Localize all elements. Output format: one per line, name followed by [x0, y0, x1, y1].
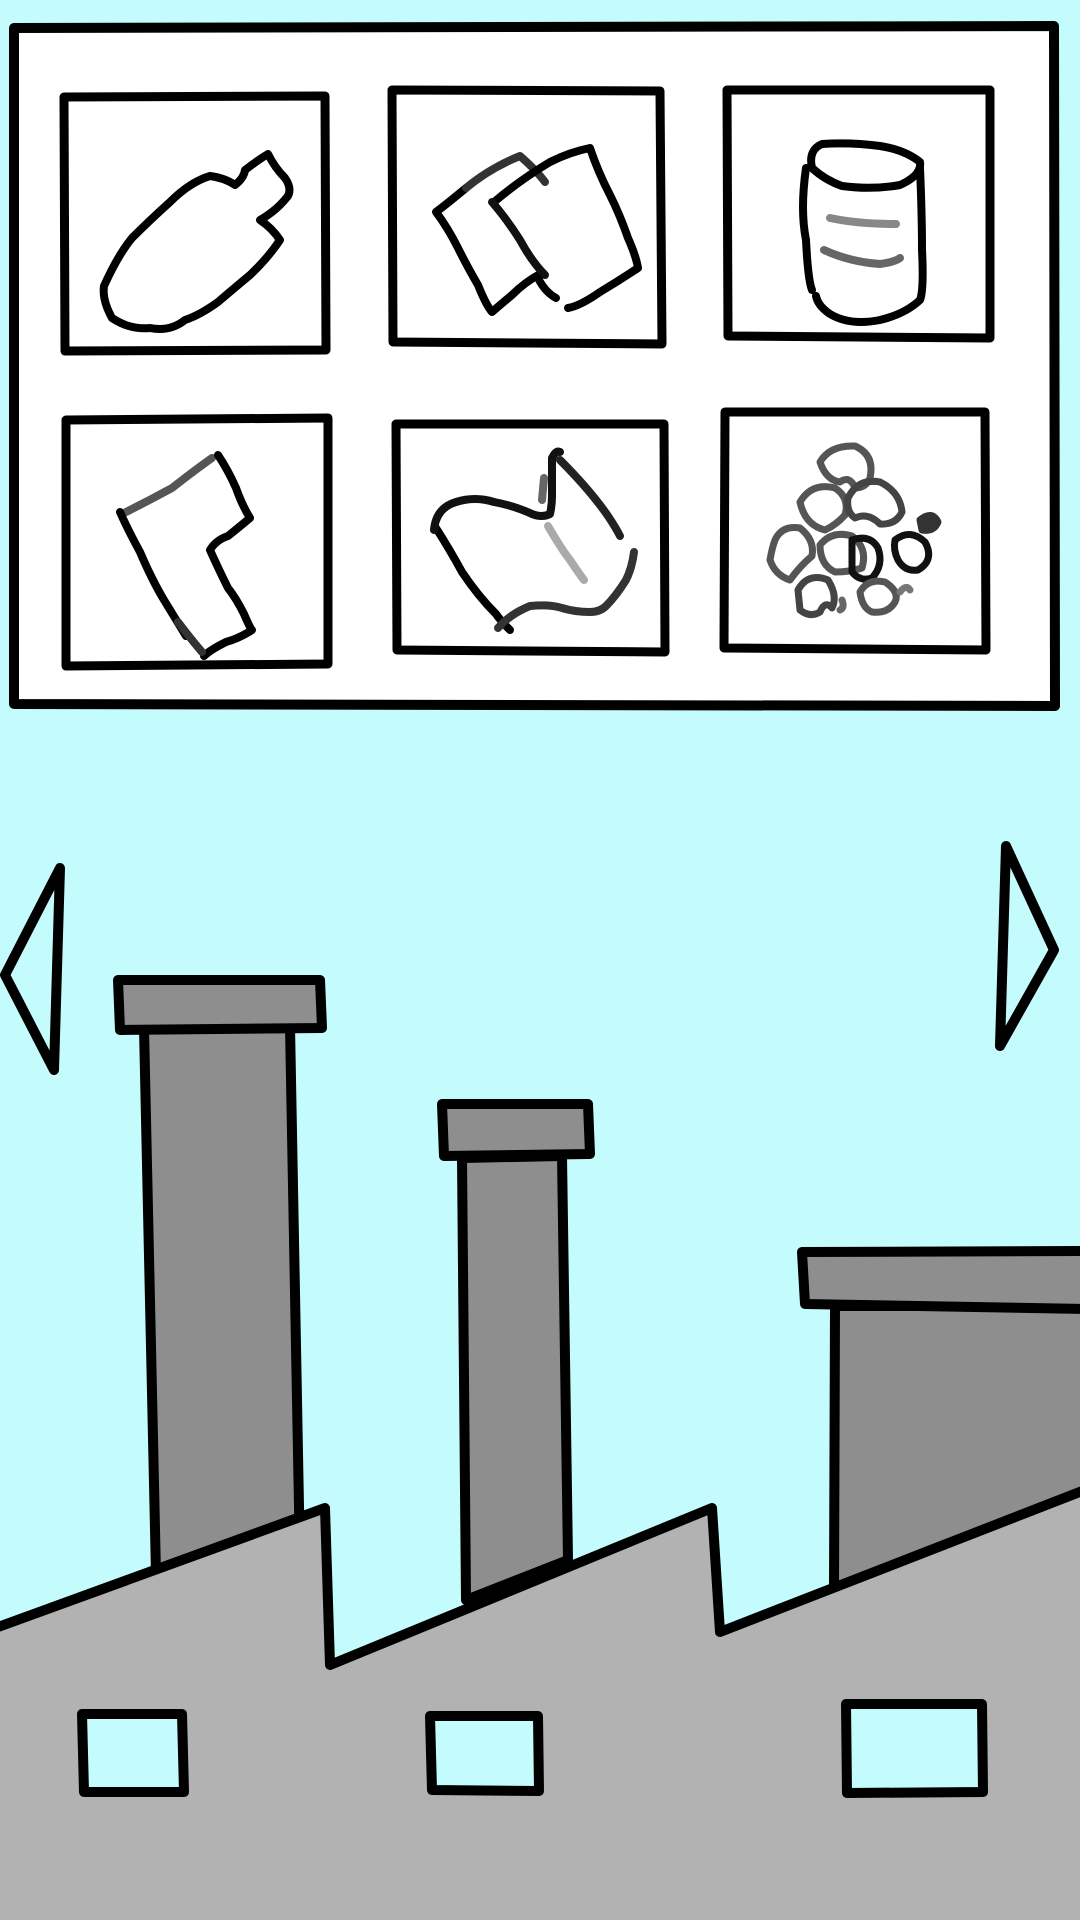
- factory-window-1: [77, 1709, 189, 1797]
- inventory-slot-3[interactable]: [722, 85, 995, 343]
- plastic-bottle-icon: [99, 150, 294, 333]
- inventory-slot-4[interactable]: [61, 413, 333, 671]
- chimney-2: [437, 1099, 595, 1605]
- bubble-wrap-icon: [766, 442, 942, 619]
- plastic-bag-icon: [430, 447, 638, 634]
- left-arrow-icon[interactable]: [0, 863, 65, 1075]
- inventory-panel: [9, 21, 1060, 711]
- sock-icon: [116, 451, 256, 660]
- right-arrow-icon[interactable]: [995, 841, 1059, 1051]
- factory-window-3: [841, 1699, 988, 1798]
- tin-can-icon: [799, 139, 927, 326]
- inventory-slot-2[interactable]: [387, 85, 667, 349]
- chimney-1: [113, 975, 327, 1580]
- factory-window-2: [425, 1711, 544, 1796]
- factory: [0, 975, 1080, 1920]
- inventory-slot-5[interactable]: [391, 419, 670, 657]
- crumpled-paper-icon: [432, 144, 642, 316]
- inventory-slot-1[interactable]: [59, 91, 331, 356]
- inventory-slot-6[interactable]: [719, 407, 991, 655]
- factory-building: [0, 1486, 1080, 1920]
